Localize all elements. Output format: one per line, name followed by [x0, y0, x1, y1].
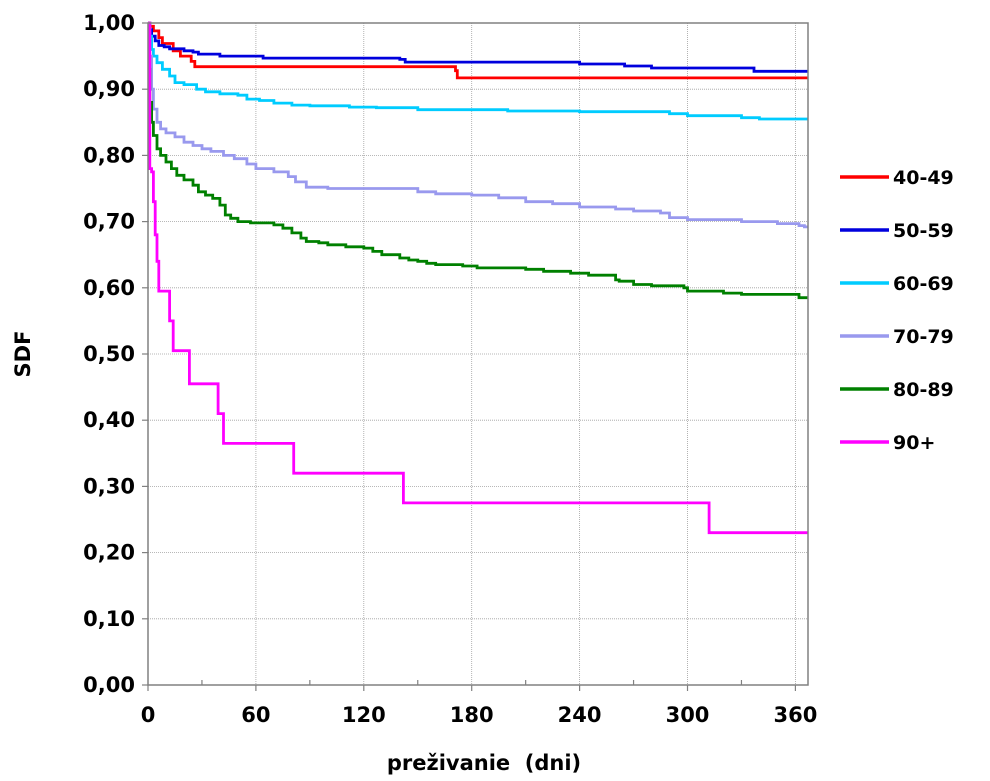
grid-lines [148, 23, 808, 685]
x-tick-label: 240 [558, 703, 602, 727]
legend-label-90+: 90+ [893, 432, 935, 454]
series-line-80-89 [147, 21, 808, 300]
series-line-70-79 [148, 21, 808, 229]
series-line-90+ [148, 21, 808, 535]
legend-label-80-89: 80-89 [893, 379, 954, 401]
y-axis-title: SDF [11, 331, 35, 378]
y-tick-label: 0,60 [83, 276, 135, 300]
y-tick-label: 1,00 [83, 11, 135, 35]
series-lines [147, 21, 808, 535]
x-axis-title: preživanie (dni) [387, 751, 581, 775]
legend: 40-49 50-59 60-69 70-79 80-89 90+ [840, 167, 954, 454]
legend-label-40-49: 40-49 [893, 167, 954, 189]
y-tick-label: 0,70 [83, 210, 135, 234]
x-tick-label: 120 [342, 703, 386, 727]
x-tick-label: 0 [141, 703, 156, 727]
series-line-40-49 [148, 21, 808, 80]
y-tick-label: 0,90 [83, 77, 135, 101]
x-tick-label: 180 [450, 703, 494, 727]
y-tick-label: 0,80 [83, 143, 135, 167]
y-tick-label: 0,50 [83, 342, 135, 366]
x-tick-labels: 0 60 120 180 240 300 360 [141, 703, 818, 727]
y-tick-label: 0,00 [83, 673, 135, 697]
y-tick-label: 0,20 [83, 541, 135, 565]
legend-label-50-59: 50-59 [893, 220, 954, 242]
y-tick-labels: 0,00 0,10 0,20 0,30 0,40 0,50 0,60 0,70 0,80 0,90… [83, 11, 135, 697]
legend-label-70-79: 70-79 [893, 326, 954, 348]
x-tick-label: 60 [241, 703, 270, 727]
series-line-50-59 [148, 21, 808, 73]
legend-label-60-69: 60-69 [893, 273, 954, 295]
x-tick-label: 360 [773, 703, 817, 727]
axes [142, 22, 797, 691]
y-tick-label: 0,40 [83, 408, 135, 432]
y-tick-label: 0,30 [83, 474, 135, 498]
y-tick-label: 0,10 [83, 607, 135, 631]
x-tick-label: 300 [666, 703, 710, 727]
series-line-60-69 [148, 21, 808, 121]
